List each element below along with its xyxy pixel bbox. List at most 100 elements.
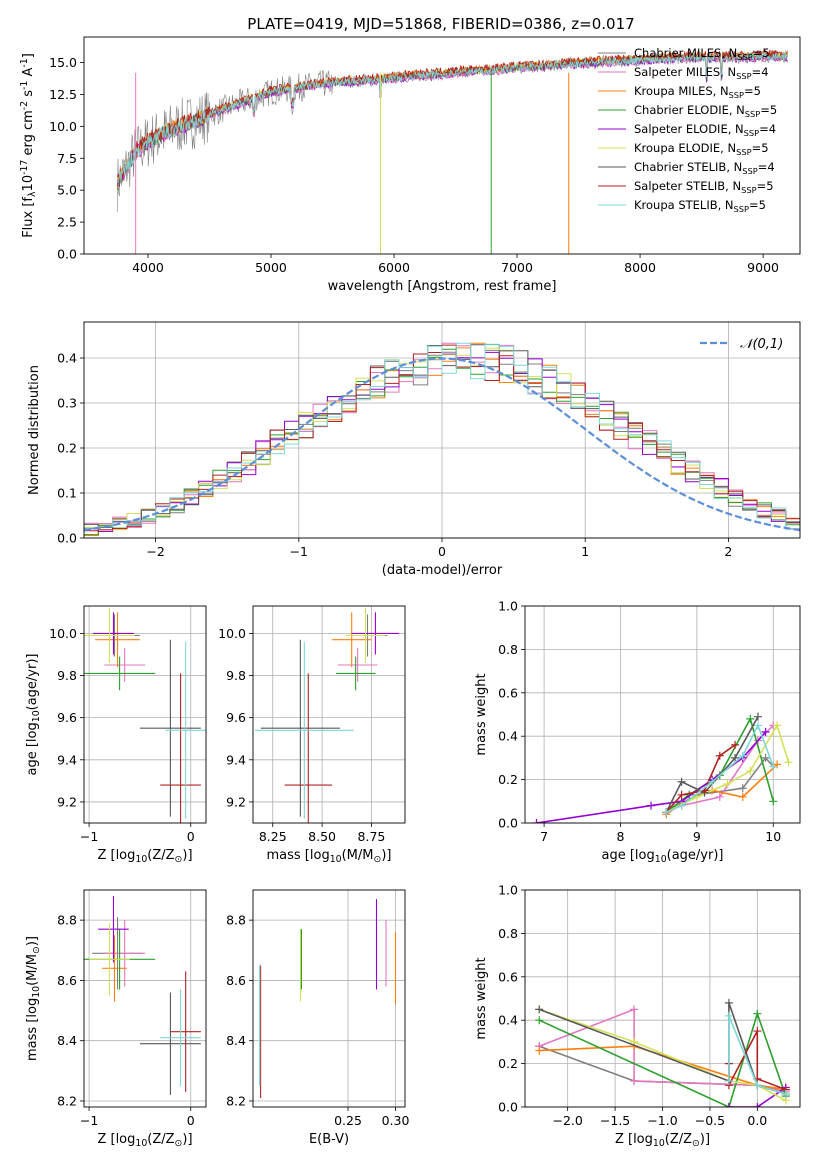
legend-entry: Salpeter MILES, NSSP​=4 — [634, 65, 769, 81]
y-tick-label: 0.2 — [57, 441, 77, 456]
x-tick-label: 1 — [581, 544, 589, 559]
y-tick-label: 8.8 — [57, 913, 77, 928]
errorbar-point — [95, 612, 140, 668]
y-tick-label: 0.8 — [498, 926, 518, 941]
weight-marker — [746, 766, 755, 775]
x-axis-label: wavelength [Angstrom, rest frame] — [328, 279, 557, 294]
weight-marker — [769, 797, 778, 806]
weight-marker — [535, 1005, 544, 1014]
weight-line — [536, 731, 767, 823]
x-tick-label: 8.25 — [259, 829, 287, 844]
errorbar-point — [84, 608, 135, 663]
weight-marker — [753, 1081, 762, 1090]
y-tick-label: 0.0 — [498, 816, 518, 831]
y-tick-label: 2.5 — [57, 215, 77, 230]
y-tick-label: 8.2 — [226, 1093, 246, 1108]
weight-marker — [630, 1005, 639, 1014]
x-axis-label: mass [log10​(M/M⊙​)] — [267, 848, 392, 865]
errorbar-point — [260, 639, 340, 817]
y-tick-label: 10.0 — [49, 119, 77, 134]
legend-entry: Kroupa ELODIE, NSSP​=5 — [634, 141, 769, 157]
y-tick-label: 10.0 — [218, 626, 246, 641]
weight-line — [539, 1045, 786, 1091]
legend-entry: Salpeter STELIB, NSSP​=5 — [634, 179, 774, 195]
x-axis-label: E(B-V) — [309, 1132, 349, 1147]
legend-entry: Salpeter ELODIE, NSSP​=4 — [634, 122, 776, 138]
errorbar-point — [139, 639, 201, 817]
weight-line — [728, 1015, 787, 1095]
y-tick-label: 0.0 — [498, 1100, 518, 1115]
age-vs-metallicity-panel: −1 0 9.2 9.4 9.6 9.8 10.0 Z [log10​(Z/Z⊙​)] age … — [25, 605, 207, 865]
weight-vs-age-panel: 7 8 9 10 0.0 0.2 0.4 0.6 0.8 1.0 age [log10​(age/y… — [474, 599, 801, 865]
y-tick-label: 8.6 — [57, 973, 77, 988]
mass-vs-extinction-panel: 0.25 0.30 8.2 8.4 8.6 8.8 E(B-V) — [226, 889, 409, 1147]
plot-area — [84, 896, 201, 1095]
y-axis-label: mass weight — [474, 957, 489, 1039]
residual-histogram-panel: −2 −1 0 1 2 0.0 0.1 0.2 0.3 0.4 (data-model)/error… — [27, 321, 801, 578]
x-tick-label: −1 — [290, 544, 308, 559]
y-tick-label: 8.4 — [226, 1033, 246, 1048]
x-tick-label: 0 — [187, 1113, 195, 1128]
y-tick-label: 1.0 — [498, 599, 518, 614]
weight-marker — [738, 784, 747, 793]
weight-marker — [724, 1103, 733, 1107]
weight-marker — [662, 808, 671, 817]
y-tick-label: 7.5 — [57, 151, 77, 166]
errorbar-point — [102, 935, 127, 1002]
weight-marker — [647, 801, 656, 810]
weight-line — [665, 723, 775, 813]
y-axis-label: mass weight — [474, 673, 489, 755]
y-tick-label: 15.0 — [49, 55, 77, 70]
age-vs-mass-panel: 8.25 8.50 8.75 9.2 9.4 9.6 9.8 10.0 mass [log10​… — [218, 605, 406, 865]
errorbar-point — [89, 923, 130, 996]
y-tick-label: 8.8 — [226, 913, 246, 928]
weight-marker — [781, 1089, 790, 1098]
weight-marker — [738, 792, 747, 801]
x-tick-label: 0 — [187, 829, 195, 844]
weight-vs-metallicity-panel: −2.0 −1.5 −1.0 −0.5 0.0 0.0 0.2 0.4 0.6 0.8 1.0 Z [… — [474, 883, 801, 1149]
weight-marker — [761, 727, 770, 736]
axes-frame — [252, 605, 406, 824]
y-tick-label: 8.4 — [57, 1033, 77, 1048]
errorbar-point — [335, 656, 376, 691]
y-tick-label: 10.0 — [49, 626, 77, 641]
weight-marker — [535, 1016, 544, 1025]
weight-marker — [738, 751, 747, 760]
x-tick-label: 8000 — [624, 260, 656, 275]
y-tick-label: 1.0 — [498, 883, 518, 898]
plot-area — [116, 49, 788, 254]
spectrum-legend: Chabrier MILES, NSSP​=5 Salpeter MILES, N… — [598, 46, 777, 214]
y-tick-label: 0.1 — [57, 486, 77, 501]
weight-marker — [784, 758, 793, 767]
errorbar-point — [284, 673, 332, 823]
y-tick-label: 9.2 — [57, 794, 77, 809]
x-tick-label: −2.0 — [552, 1113, 582, 1128]
errorbar-point — [104, 648, 145, 682]
errorbar-point — [160, 673, 201, 823]
x-tick-label: −1 — [80, 1113, 98, 1128]
y-tick-label: 0.4 — [498, 729, 518, 744]
weight-marker — [532, 819, 541, 823]
y-tick-label: 0.2 — [498, 1056, 518, 1071]
x-tick-label: 8.50 — [308, 829, 336, 844]
y-tick-label: 9.4 — [57, 752, 77, 767]
y-tick-label: 0.2 — [498, 772, 518, 787]
axes-frame — [83, 889, 207, 1108]
errorbar-point — [84, 656, 156, 691]
spectrum-line — [116, 49, 788, 181]
errorbar-point — [93, 612, 134, 655]
weight-marker — [753, 721, 762, 730]
x-tick-label: −1.0 — [647, 1113, 677, 1128]
y-tick-label: 0.8 — [498, 642, 518, 657]
x-axis-label: age [log10​(age/yr)] — [602, 848, 724, 865]
weight-marker — [715, 751, 724, 760]
weight-marker — [731, 753, 740, 762]
weight-marker — [677, 777, 686, 786]
x-tick-label: 8 — [617, 829, 625, 844]
y-tick-label: 5.0 — [57, 183, 77, 198]
axes-frame — [83, 605, 207, 824]
x-tick-label: −1 — [80, 829, 98, 844]
x-tick-label: 9000 — [747, 260, 779, 275]
normal-curve — [84, 357, 800, 532]
weight-marker — [753, 1009, 762, 1018]
